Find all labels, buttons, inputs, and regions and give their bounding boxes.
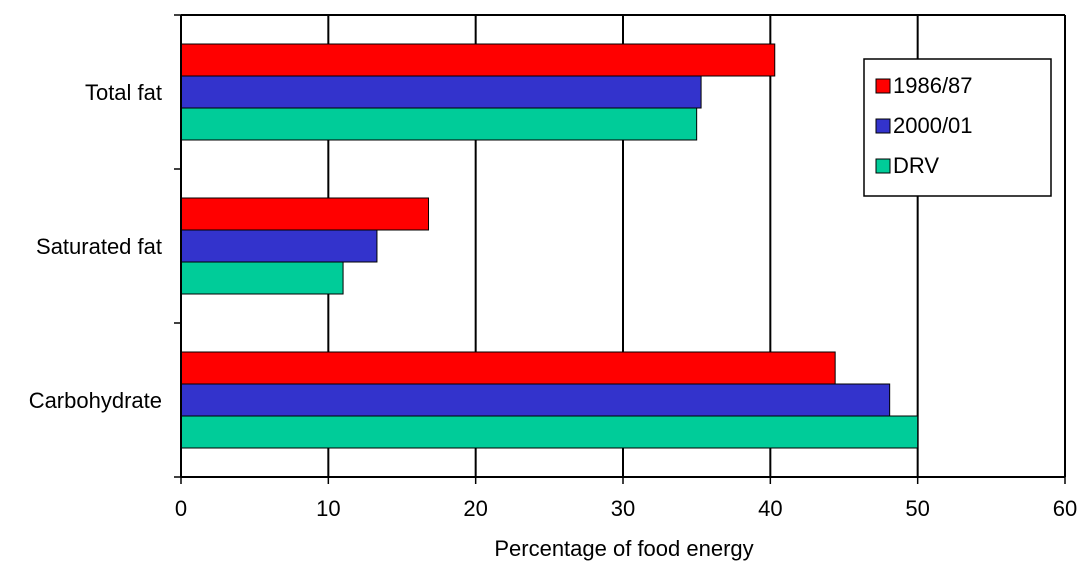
x-axis-title: Percentage of food energy — [494, 536, 753, 561]
x-tick-label: 10 — [316, 496, 340, 521]
category-label: Carbohydrate — [29, 388, 162, 413]
legend: 1986/87 2000/01 DRV — [863, 58, 1052, 197]
legend-swatch — [875, 118, 891, 134]
legend-swatch — [875, 158, 891, 174]
x-tick-label: 50 — [905, 496, 929, 521]
legend-label: 2000/01 — [893, 113, 973, 138]
bars — [180, 43, 919, 449]
legend-label: 1986/87 — [893, 73, 973, 98]
bar-1986-87-total-fat — [180, 43, 776, 77]
x-tick-label: 20 — [463, 496, 487, 521]
bar-2000-01-total-fat — [180, 75, 702, 109]
legend-label: DRV — [893, 153, 939, 178]
category-label: Total fat — [85, 80, 162, 105]
bar-DRV-total-fat — [180, 107, 698, 141]
bar-1986-87-saturated-fat — [180, 197, 430, 231]
bar-DRV-carbohydrate — [180, 415, 919, 449]
axes — [174, 14, 1066, 484]
x-tick-label: 40 — [758, 496, 782, 521]
legend-box — [863, 58, 1052, 197]
bar-DRV-saturated-fat — [180, 261, 344, 295]
category-label: Saturated fat — [36, 234, 162, 259]
bar-2000-01-carbohydrate — [180, 383, 891, 417]
labels: 0 10 20 30 40 50 60 Total fat Saturated fat Carbo… — [29, 80, 1078, 521]
x-tick-label: 0 — [175, 496, 187, 521]
legend-swatch — [875, 78, 891, 94]
bar-1986-87-carbohydrate — [180, 351, 836, 385]
bar-2000-01-saturated-fat — [180, 229, 378, 263]
x-tick-label: 30 — [611, 496, 635, 521]
x-tick-label: 60 — [1053, 496, 1077, 521]
